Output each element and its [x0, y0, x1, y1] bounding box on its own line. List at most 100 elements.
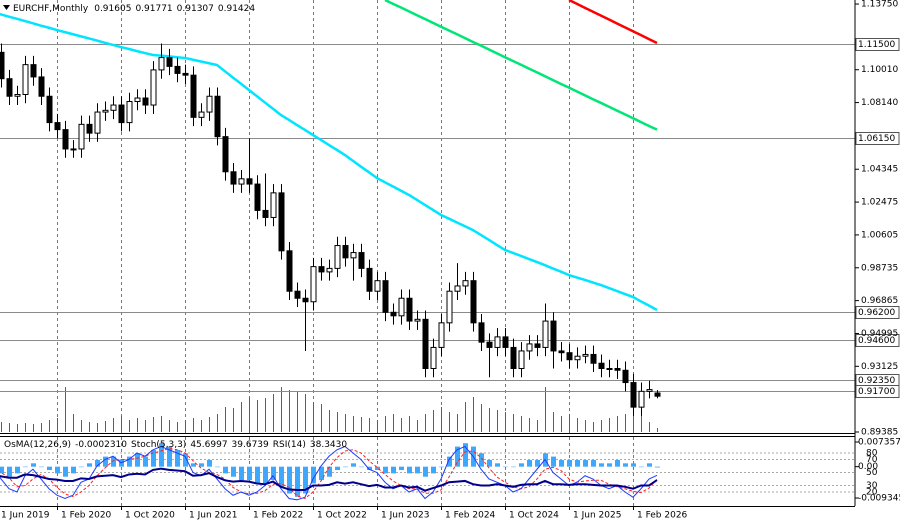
candle-body — [478, 322, 485, 343]
y2-tick-label: 80 — [866, 449, 878, 459]
candle-body — [534, 343, 541, 348]
osma-bar — [119, 459, 124, 467]
candle-body — [70, 148, 77, 151]
candle-body — [638, 390, 645, 408]
x-tick-label: 1 Oct 2020 — [125, 511, 175, 521]
osma-name: OsMA(12,26,9) — [4, 440, 71, 450]
candle-body — [94, 111, 101, 134]
y2-tick-label: 50 — [866, 468, 878, 478]
level-label-box — [855, 132, 900, 145]
candle-body — [278, 192, 285, 252]
osma-bar — [623, 463, 628, 467]
osma-bar — [167, 446, 172, 467]
osma-bar — [439, 466, 444, 468]
candle-body — [366, 267, 373, 292]
osma-bar — [231, 466, 236, 477]
symbol-title: EURCHF,Monthly — [13, 4, 89, 14]
candle-body — [302, 297, 309, 303]
candle-body — [598, 362, 605, 370]
y-tick-label: 1.08140 — [861, 98, 898, 108]
osma-bar — [263, 466, 268, 484]
osma-bar — [519, 463, 524, 467]
candle-body — [550, 320, 557, 352]
osma-bar — [423, 466, 428, 477]
osma-bar — [15, 466, 20, 474]
osma-bar — [199, 463, 204, 467]
candle-body — [14, 93, 21, 97]
candle-body — [326, 267, 333, 273]
rsi-name: RSI(14) — [273, 440, 306, 450]
osma-bar — [495, 463, 500, 467]
osma-bar — [639, 466, 644, 468]
candle-body — [190, 74, 197, 118]
candle-body — [198, 111, 205, 118]
osma-bar — [271, 466, 276, 481]
candle-body — [590, 353, 597, 364]
candle-body — [486, 341, 493, 348]
osma-bar — [463, 443, 468, 467]
osma-bar — [159, 443, 164, 467]
osma-bar — [255, 466, 260, 484]
osma-bar — [87, 463, 92, 467]
y-tick-label: 1.00605 — [861, 230, 898, 240]
level-label: 0.96200 — [858, 308, 895, 318]
oscillator-header: OsMA(12,26,9) -0.0002310 Stoch(5,3,3) 45.69… — [4, 440, 347, 450]
osma-bar — [103, 456, 108, 467]
osma-bar — [335, 466, 340, 471]
osma-bar — [399, 466, 404, 471]
y-tick-label: 1.13750 — [861, 0, 898, 10]
candle-body — [142, 97, 149, 106]
moving-average — [0, 12, 658, 312]
stoch-name: Stoch(5,3,3) — [131, 440, 186, 450]
level-label-box — [855, 385, 900, 398]
candle-body — [262, 209, 269, 218]
x-tick-label: 1 Jun 2021 — [189, 511, 237, 521]
rsi-line — [0, 467, 658, 492]
osma-bar — [303, 466, 308, 494]
candle-body — [126, 101, 133, 124]
osma-bar — [207, 459, 212, 467]
y-tick-label: 0.89385 — [861, 428, 898, 438]
osma-bar — [407, 466, 412, 474]
candle-body — [214, 95, 221, 138]
osma-bar — [239, 466, 244, 481]
osma-bar — [383, 466, 388, 474]
osma-bar — [135, 453, 140, 467]
osma-bar — [295, 466, 300, 497]
y-tick-label: 0.94995 — [861, 329, 898, 339]
x-tick-label: 1 Jun 2019 — [1, 511, 50, 521]
osma-bar — [143, 456, 148, 467]
candle-body — [406, 297, 413, 322]
osma-bar — [415, 466, 420, 474]
osma-bar — [7, 466, 12, 477]
menu-arrow[interactable] — [3, 5, 10, 10]
oscillator-panel — [0, 437, 855, 506]
osma-value: -0.0002310 — [75, 440, 127, 450]
moving-average — [384, 0, 658, 131]
osma-bar — [175, 449, 180, 467]
osma-bar — [79, 466, 84, 468]
osma-bar — [47, 466, 52, 471]
candle-body — [54, 122, 61, 131]
candle-body — [518, 350, 525, 370]
osma-bar — [487, 459, 492, 467]
y-tick-label: 1.04345 — [861, 165, 898, 175]
stoch-value: 45.6997 — [190, 440, 227, 450]
osma-bar — [55, 466, 60, 474]
chart-header: EURCHF,Monthly 0.91605 0.91771 0.91307 0.914… — [13, 4, 255, 14]
candle-body — [246, 178, 253, 185]
osma-bar — [535, 459, 540, 467]
osma-bar — [191, 463, 196, 467]
osma-bar — [367, 466, 372, 471]
candle-body — [494, 336, 501, 348]
osma-bar — [391, 466, 396, 474]
candle-body — [654, 392, 661, 397]
candle-body — [270, 192, 277, 218]
y-tick-label: 0.98735 — [861, 263, 898, 273]
osma-bar — [631, 463, 636, 467]
osma-bar — [527, 459, 532, 467]
candle-body — [0, 51, 5, 80]
